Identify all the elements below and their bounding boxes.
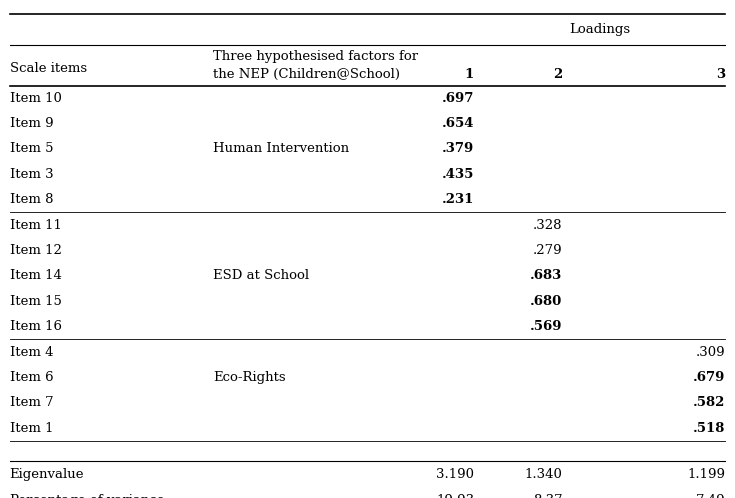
- Text: Item 12: Item 12: [10, 244, 62, 257]
- Text: 3.190: 3.190: [436, 468, 474, 481]
- Text: Item 4: Item 4: [10, 346, 53, 359]
- Text: Item 3: Item 3: [10, 168, 53, 181]
- Text: 1.340: 1.340: [524, 468, 562, 481]
- Text: Item 7: Item 7: [10, 396, 53, 409]
- Text: ESD at School: ESD at School: [213, 269, 309, 282]
- Text: .697: .697: [442, 92, 474, 105]
- Text: 3: 3: [717, 68, 725, 81]
- Text: Item 14: Item 14: [10, 269, 62, 282]
- Text: 1.199: 1.199: [687, 468, 725, 481]
- Text: 8.37: 8.37: [533, 494, 562, 498]
- Text: .435: .435: [442, 168, 474, 181]
- Text: Percentage of variance: Percentage of variance: [10, 494, 164, 498]
- Text: Item 9: Item 9: [10, 117, 53, 130]
- Text: .654: .654: [442, 117, 474, 130]
- Text: Loadings: Loadings: [569, 23, 631, 36]
- Text: the NEP (Children@School): the NEP (Children@School): [213, 68, 400, 81]
- Text: Item 11: Item 11: [10, 219, 62, 232]
- Text: Item 15: Item 15: [10, 295, 62, 308]
- Text: Eigenvalue: Eigenvalue: [10, 468, 84, 481]
- Text: Eco-Rights: Eco-Rights: [213, 371, 286, 384]
- Text: 7.49: 7.49: [696, 494, 725, 498]
- Text: Item 16: Item 16: [10, 320, 62, 333]
- Text: .518: .518: [693, 422, 725, 435]
- Text: .683: .683: [530, 269, 562, 282]
- Text: Three hypothesised factors for: Three hypothesised factors for: [213, 50, 418, 63]
- Text: Item 8: Item 8: [10, 193, 53, 206]
- Text: Item 6: Item 6: [10, 371, 53, 384]
- Text: Item 1: Item 1: [10, 422, 53, 435]
- Text: Scale items: Scale items: [10, 62, 87, 75]
- Text: 1: 1: [465, 68, 474, 81]
- Text: 19.93: 19.93: [436, 494, 474, 498]
- Text: Item 10: Item 10: [10, 92, 62, 105]
- Text: .309: .309: [696, 346, 725, 359]
- Text: .328: .328: [533, 219, 562, 232]
- Text: .569: .569: [530, 320, 562, 333]
- Text: .679: .679: [693, 371, 725, 384]
- Text: .582: .582: [693, 396, 725, 409]
- Text: Item 5: Item 5: [10, 142, 53, 155]
- Text: .279: .279: [533, 244, 562, 257]
- Text: 2: 2: [553, 68, 562, 81]
- Text: .680: .680: [530, 295, 562, 308]
- Text: .379: .379: [442, 142, 474, 155]
- Text: Human Intervention: Human Intervention: [213, 142, 349, 155]
- Text: .231: .231: [442, 193, 474, 206]
